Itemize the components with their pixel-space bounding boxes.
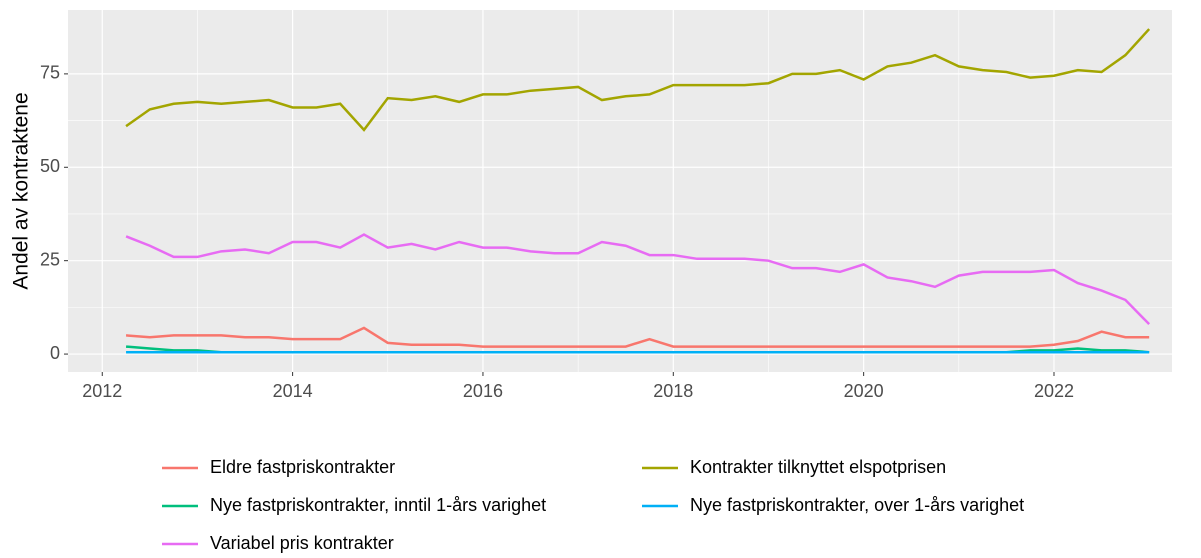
legend-label: Nye fastpriskontrakter, over 1-års varig… [690,495,1024,515]
y-tick-label: 75 [40,63,60,83]
x-tick-label: 2020 [844,381,884,401]
x-tick-label: 2012 [82,381,122,401]
x-tick-label: 2018 [653,381,693,401]
legend-label: Variabel pris kontrakter [210,533,394,553]
y-tick-label: 25 [40,249,60,269]
x-tick-label: 2014 [273,381,313,401]
legend-label: Nye fastpriskontrakter, inntil 1-års var… [210,495,546,515]
line [125,233,1151,326]
line [125,326,1150,348]
line [125,28,1151,132]
legend-label: Eldre fastpriskontrakter [210,457,395,477]
y-axis-title: Andel av kontraktene [10,92,33,289]
y-tick-label: 50 [40,156,60,176]
x-tick-label: 2022 [1034,381,1074,401]
y-tick-label: 0 [50,343,60,363]
legend-label: Kontrakter tilknyttet elspotprisen [690,457,946,477]
plot-panel [68,10,1172,372]
x-tick-label: 2016 [463,381,503,401]
